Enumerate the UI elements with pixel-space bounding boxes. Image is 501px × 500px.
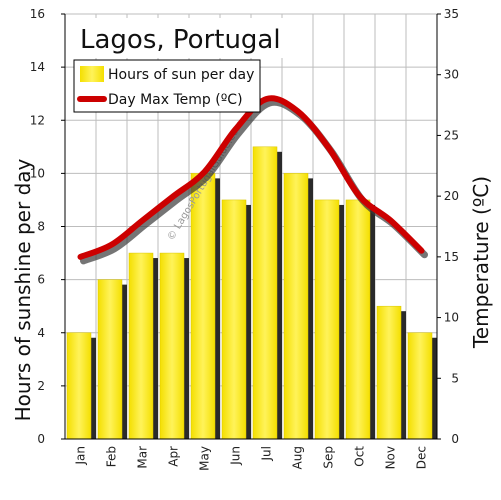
right-tick-label: 35 [444,7,459,21]
bar-nov [376,305,402,440]
right-tick-label: 30 [444,68,459,82]
legend-label-temperature: Day Max Temp (ºC) [108,92,243,108]
right-axis-ticks: 0 5 10 15 20 25 30 35 [437,7,459,446]
left-tick-label: 8 [37,220,45,234]
month-label-apr: Apr [167,446,181,467]
bar-jul [252,146,278,440]
right-tick-label: 15 [444,250,459,264]
left-tick-label: 4 [37,326,45,340]
month-label-jun: Jun [229,446,243,466]
right-tick-label: 5 [451,371,459,385]
sunshine-bars [66,146,437,440]
right-tick-label: 20 [444,189,459,203]
title-background [74,18,286,58]
left-tick-label: 16 [30,7,45,21]
bar-oct [345,199,371,440]
month-label-nov: Nov [384,446,398,469]
left-tick-label: 0 [37,432,45,446]
month-label-oct: Oct [353,446,367,467]
chart-title: Lagos, Portugal [80,25,281,55]
bar-jan [66,332,92,440]
right-tick-label: 10 [444,311,459,325]
bar-feb [97,279,123,440]
bar-may [190,173,216,440]
left-tick-label: 2 [37,379,45,393]
month-label-jul: Jul [260,446,274,461]
month-label-jan: Jan [74,446,88,466]
right-tick-label: 25 [444,128,459,142]
month-label-mar: Mar [136,446,150,469]
legend: Hours of sun per day Day Max Temp (ºC) [73,59,261,113]
left-axis-ticks: 0 2 4 6 8 10 12 14 16 [30,7,65,446]
legend-label-sunshine: Hours of sun per day [108,67,254,83]
left-tick-label: 14 [30,60,45,74]
right-tick-label: 0 [451,432,459,446]
left-tick-label: 12 [30,113,45,127]
month-label-sep: Sep [322,446,336,469]
month-label-aug: Aug [291,446,305,469]
bar-dec [407,332,433,440]
left-axis-title: Hours of sunshine per day [11,158,35,421]
bar-mar [128,252,154,440]
month-label-feb: Feb [105,446,119,467]
left-tick-label: 6 [37,273,45,287]
bar-apr [159,252,185,440]
bar-aug [283,173,309,440]
legend-swatch-sunshine [80,66,104,82]
month-label-may: May [198,446,212,471]
title-box: Lagos, Portugal [74,18,286,58]
right-axis-title: Temperature (ºC) [469,176,493,349]
legend-box [73,59,261,113]
month-axis-ticks: Jan Feb Mar Apr May Jun Jul Aug Sep Oct Nov Dec [74,446,429,471]
left-tick-label: 10 [30,166,45,180]
month-label-dec: Dec [415,446,429,469]
bar-jun [221,199,247,440]
bar-sep [314,199,340,440]
